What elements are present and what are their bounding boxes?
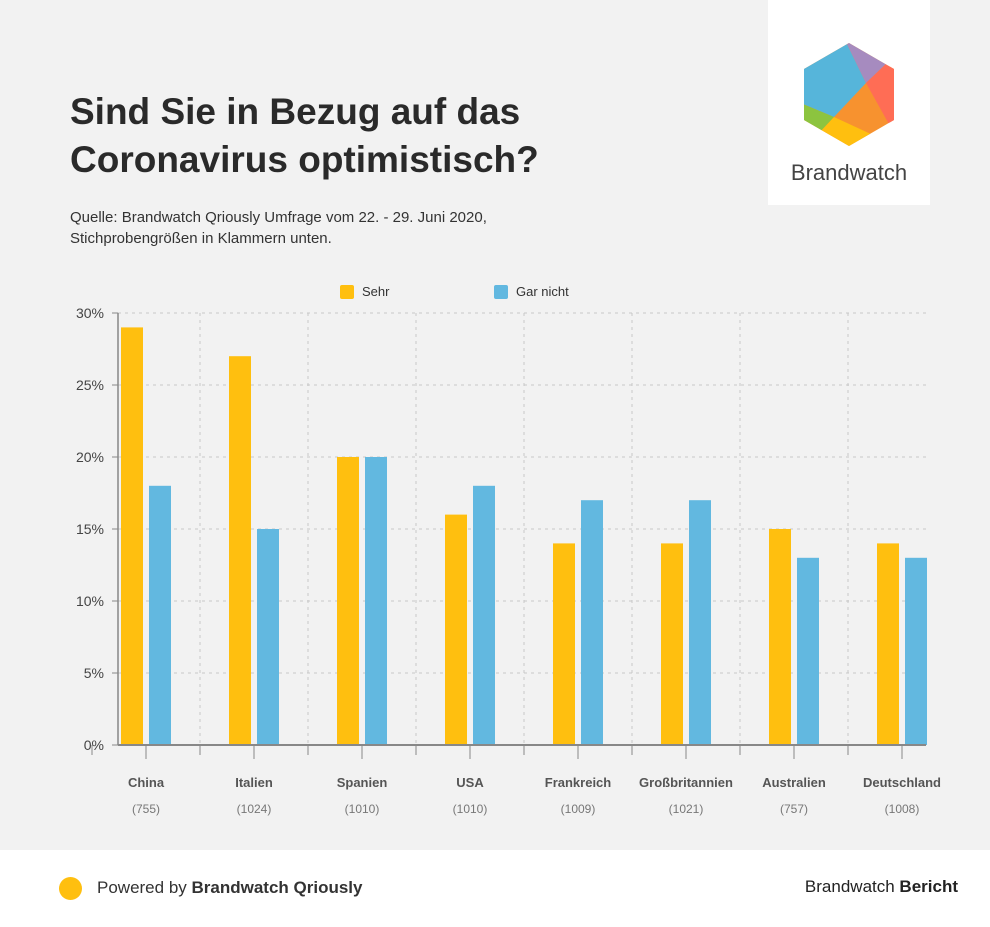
bar-gar-nicht bbox=[797, 557, 819, 745]
bar-sehr bbox=[661, 543, 683, 745]
bar-gar-nicht bbox=[689, 500, 711, 745]
subtitle-line-1: Quelle: Brandwatch Qriously Umfrage vom … bbox=[70, 209, 487, 226]
x-tick-label: Australien bbox=[762, 775, 826, 790]
bar-sehr bbox=[121, 327, 143, 745]
legend-label-sehr: Sehr bbox=[362, 284, 390, 299]
bar-sehr bbox=[337, 457, 359, 745]
bar-gar-nicht bbox=[257, 529, 279, 745]
sample-size-label: (1024) bbox=[237, 802, 272, 816]
page-title: Sind Sie in Bezug auf das Coronavirus op… bbox=[70, 88, 670, 184]
report-label: Brandwatch Bericht bbox=[805, 877, 958, 897]
bar-gar-nicht bbox=[581, 500, 603, 745]
sample-size-label: (1021) bbox=[669, 802, 704, 816]
brandwatch-logo: Brandwatch bbox=[768, 0, 930, 205]
legend-item-gar-nicht: Gar nicht bbox=[494, 284, 569, 299]
subtitle-line-2: Stichprobengrößen in Klammern unten. bbox=[70, 230, 332, 247]
bar-sehr bbox=[877, 543, 899, 745]
y-tick-label: 25% bbox=[76, 377, 104, 393]
sample-size-label: (1010) bbox=[345, 802, 380, 816]
sample-size-label: (757) bbox=[780, 802, 808, 816]
x-tick-label: Italien bbox=[235, 775, 273, 790]
legend-label-gar-nicht: Gar nicht bbox=[516, 284, 569, 299]
bar-sehr bbox=[229, 356, 251, 745]
sample-size-label: (1009) bbox=[561, 802, 596, 816]
report-prefix: Brandwatch bbox=[804, 877, 900, 896]
legend-swatch-gar-nicht bbox=[494, 284, 508, 299]
hexagon-logo-icon bbox=[804, 43, 894, 146]
y-tick-label: 5% bbox=[84, 665, 104, 681]
powered-by: Powered by Brandwatch Qriously bbox=[97, 878, 362, 898]
x-tick-label: USA bbox=[456, 775, 484, 790]
y-tick-label: 20% bbox=[76, 449, 104, 465]
y-tick-label: 0% bbox=[84, 737, 104, 753]
bar-sehr bbox=[769, 529, 791, 745]
legend-item-sehr: Sehr bbox=[340, 284, 389, 299]
x-tick-label: Großbritannien bbox=[639, 775, 733, 790]
bar-gar-nicht bbox=[905, 557, 927, 745]
powered-prefix: Powered by bbox=[97, 878, 192, 897]
sample-size-label: (1008) bbox=[885, 802, 920, 816]
bar-gar-nicht bbox=[149, 485, 171, 745]
sample-size-label: (1010) bbox=[453, 802, 488, 816]
x-tick-label: Frankreich bbox=[545, 775, 612, 790]
bar-sehr bbox=[445, 514, 467, 745]
y-tick-label: 30% bbox=[76, 305, 104, 321]
footer: Powered by Brandwatch Qriously Brandwatc… bbox=[0, 850, 990, 927]
bar-sehr bbox=[553, 543, 575, 745]
title-line-1: Sind Sie in Bezug auf das bbox=[70, 91, 521, 132]
y-tick-label: 10% bbox=[76, 593, 104, 609]
footer-dot-icon bbox=[59, 877, 82, 900]
legend-swatch-sehr bbox=[340, 284, 354, 299]
bar-gar-nicht bbox=[473, 485, 495, 745]
bar-gar-nicht bbox=[365, 457, 387, 745]
x-tick-label: Deutschland bbox=[863, 775, 941, 790]
subtitle: Quelle: Brandwatch Qriously Umfrage vom … bbox=[70, 207, 670, 249]
bar-chart: 0% 5% 10% 15% 20% 25% 30% China (755) Italien (102… bbox=[76, 305, 941, 816]
x-tick-label: Spanien bbox=[337, 775, 388, 790]
sample-size-label: (755) bbox=[132, 802, 160, 816]
powered-brand: Brandwatch Qriously bbox=[191, 878, 363, 897]
y-tick-label: 15% bbox=[76, 521, 104, 537]
logo-text: Brandwatch bbox=[790, 160, 908, 185]
x-tick-label: China bbox=[128, 775, 165, 790]
report-bold: Bericht bbox=[899, 877, 958, 896]
title-line-2: Coronavirus optimistisch? bbox=[70, 139, 539, 180]
